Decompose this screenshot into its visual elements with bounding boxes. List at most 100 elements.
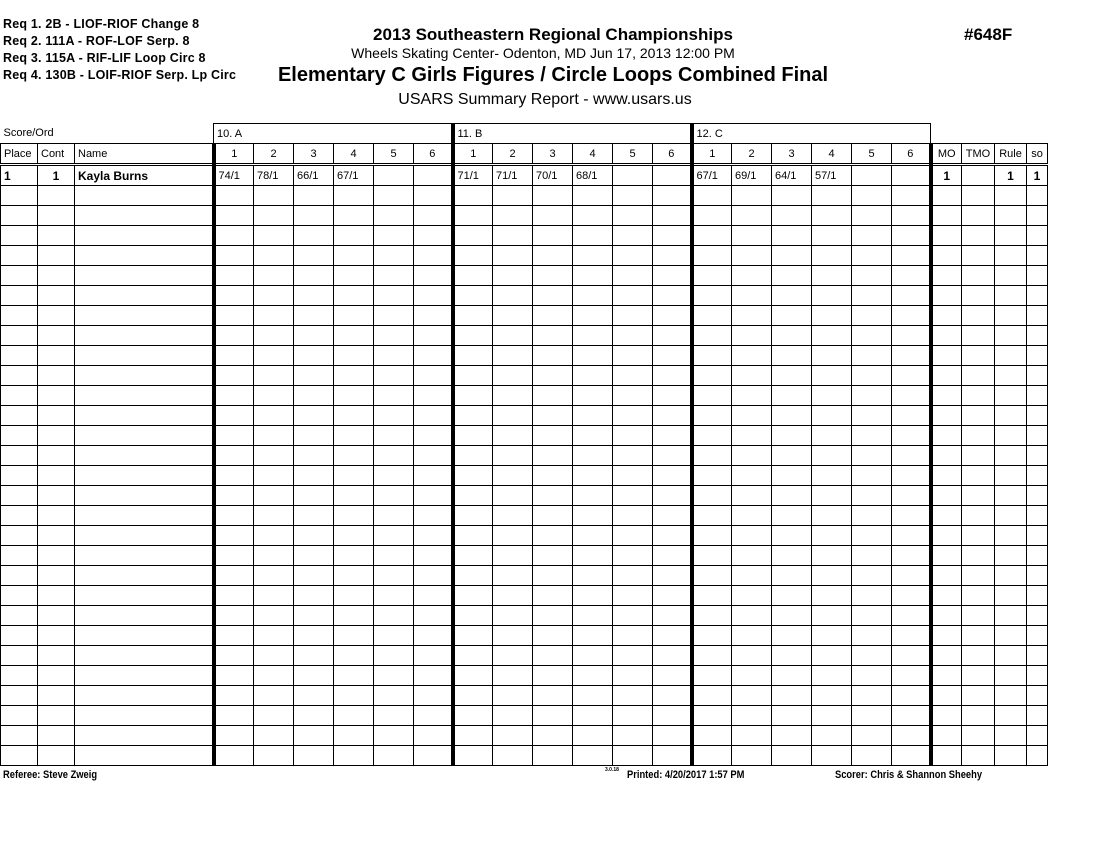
empty-cell <box>652 365 692 386</box>
empty-cell <box>253 625 294 646</box>
empty-cell <box>211 465 254 486</box>
empty-cell <box>731 425 772 446</box>
competition-title: 2013 Southeastern Regional Championships <box>373 25 733 44</box>
empty-cell <box>961 365 995 386</box>
empty-cell <box>492 645 533 666</box>
empty-cell <box>891 385 931 406</box>
empty-cell <box>0 665 38 686</box>
empty-cell <box>37 345 75 366</box>
empty-cell <box>891 365 931 386</box>
empty-cell <box>961 625 995 646</box>
empty-cell <box>961 505 995 526</box>
summary-table: Score/Ord 10. A 11. B 12. C Place Cont Name 1 2 3… <box>0 123 1048 766</box>
empty-cell <box>532 205 573 226</box>
empty-cell <box>689 185 732 206</box>
empty-cell <box>891 625 931 646</box>
score-cell: 67/1 <box>333 164 374 186</box>
empty-cell <box>37 525 75 546</box>
empty-cell <box>293 665 334 686</box>
empty-cell <box>572 605 613 626</box>
empty-cell <box>74 485 214 506</box>
blank <box>930 123 1048 144</box>
empty-cell <box>1026 645 1048 666</box>
empty-cell <box>293 185 334 206</box>
empty-cell <box>689 225 732 246</box>
empty-cell <box>293 365 334 386</box>
empty-cell <box>450 685 493 706</box>
empty-cell <box>413 205 453 226</box>
empty-cell <box>373 225 414 246</box>
empty-cell <box>891 705 931 726</box>
empty-cell <box>74 385 214 406</box>
empty-cell <box>771 225 812 246</box>
empty-cell <box>37 285 75 306</box>
empty-cell <box>333 245 374 266</box>
empty-cell <box>961 725 995 746</box>
empty-cell <box>811 405 852 426</box>
empty-cell <box>771 405 812 426</box>
empty-cell <box>572 305 613 326</box>
empty-cell <box>211 525 254 546</box>
empty-row <box>0 525 1048 546</box>
empty-cell <box>731 205 772 226</box>
empty-cell <box>771 685 812 706</box>
score-cell: 64/1 <box>771 164 812 186</box>
score-cell: 70/1 <box>532 164 573 186</box>
empty-cell <box>689 585 732 606</box>
empty-cell <box>0 245 38 266</box>
score-cell: 66/1 <box>293 164 334 186</box>
empty-cell <box>811 725 852 746</box>
empty-cell <box>612 265 653 286</box>
empty-cell <box>731 405 772 426</box>
empty-cell <box>771 285 812 306</box>
empty-cell <box>450 405 493 426</box>
empty-cell <box>811 345 852 366</box>
empty-cell <box>253 385 294 406</box>
empty-cell <box>293 625 334 646</box>
empty-cell <box>961 585 995 606</box>
empty-cell <box>293 485 334 506</box>
empty-cell <box>293 425 334 446</box>
empty-cell <box>74 625 214 646</box>
empty-cell <box>652 625 692 646</box>
empty-cell <box>373 505 414 526</box>
empty-cell <box>1026 265 1048 286</box>
score-cell: 68/1 <box>572 164 613 186</box>
empty-cell <box>689 705 732 726</box>
empty-cell <box>74 725 214 746</box>
empty-cell <box>373 725 414 746</box>
empty-cell <box>652 385 692 406</box>
empty-cell <box>994 745 1027 766</box>
empty-cell <box>413 425 453 446</box>
empty-cell <box>811 605 852 626</box>
empty-cell <box>492 405 533 426</box>
empty-cell <box>293 385 334 406</box>
empty-cell <box>450 465 493 486</box>
empty-cell <box>994 265 1027 286</box>
empty-cell <box>771 205 812 226</box>
empty-cell <box>37 745 75 766</box>
empty-cell <box>532 505 573 526</box>
judge-header: 2 <box>731 143 772 166</box>
empty-cell <box>450 525 493 546</box>
empty-cell <box>293 745 334 766</box>
empty-cell <box>891 245 931 266</box>
empty-cell <box>373 745 414 766</box>
empty-cell <box>373 665 414 686</box>
empty-cell <box>811 685 852 706</box>
empty-cell <box>333 745 374 766</box>
judge-header: 6 <box>413 143 453 166</box>
empty-cell <box>293 705 334 726</box>
empty-cell <box>413 225 453 246</box>
empty-cell <box>961 525 995 546</box>
judge-header: 3 <box>532 143 573 166</box>
empty-row <box>0 445 1048 466</box>
empty-cell <box>373 345 414 366</box>
empty-cell <box>572 265 613 286</box>
empty-cell <box>492 325 533 346</box>
empty-cell <box>652 445 692 466</box>
empty-cell <box>851 245 892 266</box>
empty-cell <box>771 485 812 506</box>
empty-cell <box>74 345 214 366</box>
empty-cell <box>253 325 294 346</box>
